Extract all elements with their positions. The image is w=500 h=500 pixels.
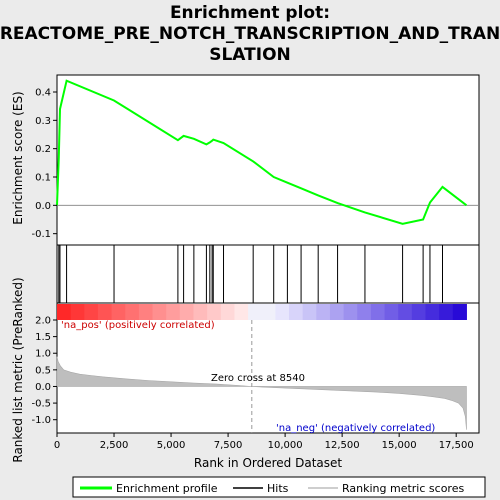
colorbar-segment — [152, 304, 167, 320]
es-y-tick-label: 0.2 — [35, 144, 51, 155]
x-tick-label: 5,000 — [157, 440, 186, 451]
chart-title-line3: SLATION — [209, 45, 291, 65]
es-y-tick-label: 0.0 — [35, 201, 51, 212]
colorbar-segment — [261, 304, 276, 320]
colorbar-segment — [234, 304, 249, 320]
es-y-tick-label: 0.1 — [35, 173, 51, 184]
colorbar-segment — [452, 304, 467, 320]
colorbar-segment — [357, 304, 372, 320]
es-y-axis: -0.1 0.0 0.1 0.2 0.3 0.4 — [31, 88, 57, 240]
colorbar-segment — [166, 304, 181, 320]
es-y-tick-label: 0.4 — [35, 88, 51, 99]
colorbar-segment — [248, 304, 263, 320]
chart-title-line2: REACTOME_PRE_NOTCH_TRANSCRIPTION_AND_TRA… — [0, 24, 500, 44]
x-tick-label: 10,000 — [268, 440, 303, 451]
colorbar-segment — [425, 304, 440, 320]
metric-y-tick-label: 0.0 — [35, 382, 51, 393]
colorbar-segment — [84, 304, 99, 320]
enrichment-profile-line — [56, 79, 468, 225]
es-y-label: Enrichment score (ES) — [11, 91, 25, 224]
colorbar-segment — [220, 304, 235, 320]
es-y-tick-label: 0.3 — [35, 116, 51, 127]
colorbar-segment — [370, 304, 386, 320]
colorbar-segment — [343, 304, 358, 320]
x-tick-label: 15,000 — [382, 440, 417, 451]
colorbar-segment — [70, 304, 85, 320]
colorbar-segment — [125, 304, 140, 320]
colorbar-segment — [289, 304, 304, 320]
metric-y-tick-label: 1.5 — [35, 332, 51, 343]
chart-title-line1: Enrichment plot: — [170, 3, 330, 23]
metric-y-tick-label: 1.0 — [35, 349, 51, 360]
metric-y-tick-label: -1.0 — [31, 415, 51, 426]
legend-hits-label: Hits — [267, 482, 289, 495]
colorbar-segment — [316, 304, 331, 320]
pos-label: 'na_pos' (positively correlated) — [61, 320, 215, 331]
colorbar-segment — [97, 304, 113, 320]
legend-enrichment-label: Enrichment profile — [116, 482, 218, 495]
colorbar-segment — [179, 304, 194, 320]
metric-y-tick-label: 0.5 — [35, 365, 51, 376]
metric-y-axis: -1.0 -0.5 0.0 0.5 1.0 1.5 2.0 — [31, 316, 57, 426]
colorbar-segment — [111, 304, 126, 320]
metric-y-tick-label: -0.5 — [31, 399, 51, 410]
x-tick-label: 7,500 — [214, 440, 243, 451]
colorbar-segment — [57, 304, 72, 320]
x-tick-label: 17,500 — [439, 440, 474, 451]
metric-panel — [56, 302, 480, 434]
neg-label: 'na_neg' (negatively correlated) — [276, 423, 435, 434]
es-panel — [56, 74, 480, 246]
ranking-metric-fill — [56, 356, 467, 430]
colorbar-segment — [193, 304, 208, 320]
colorbar-segment — [384, 304, 399, 320]
hits-panel — [56, 244, 480, 304]
x-tick-label: 2,500 — [100, 440, 129, 451]
colorbar-segment — [329, 304, 345, 320]
rank-colorbar — [57, 304, 467, 320]
colorbar-segment — [411, 304, 427, 320]
hit-marks — [58, 245, 444, 303]
colorbar-segment — [138, 304, 154, 320]
x-tick-label: 12,500 — [325, 440, 360, 451]
colorbar-segment — [439, 304, 454, 320]
ranking-metric-area — [56, 356, 467, 430]
metric-y-label: Ranked list metric (PreRanked) — [11, 277, 25, 462]
enrichment-profile-series — [56, 79, 468, 225]
x-axis-label: Rank in Ordered Dataset — [194, 456, 342, 470]
es-y-tick-label: -0.1 — [31, 229, 51, 240]
legend-box — [72, 476, 486, 498]
legend-metric-label: Ranking metric scores — [342, 482, 464, 495]
colorbar-segment — [275, 304, 290, 320]
metric-y-tick-label: 2.0 — [35, 316, 51, 327]
colorbar-segment — [207, 304, 222, 320]
colorbar-segment — [302, 304, 317, 320]
x-tick-label: 0 — [54, 440, 60, 451]
colorbar-segment — [398, 304, 413, 320]
zero-cross-label: Zero cross at 8540 — [211, 373, 305, 384]
x-axis: 0 2,500 5,000 7,500 10,000 12,500 15,000 17,500 — [54, 433, 474, 451]
